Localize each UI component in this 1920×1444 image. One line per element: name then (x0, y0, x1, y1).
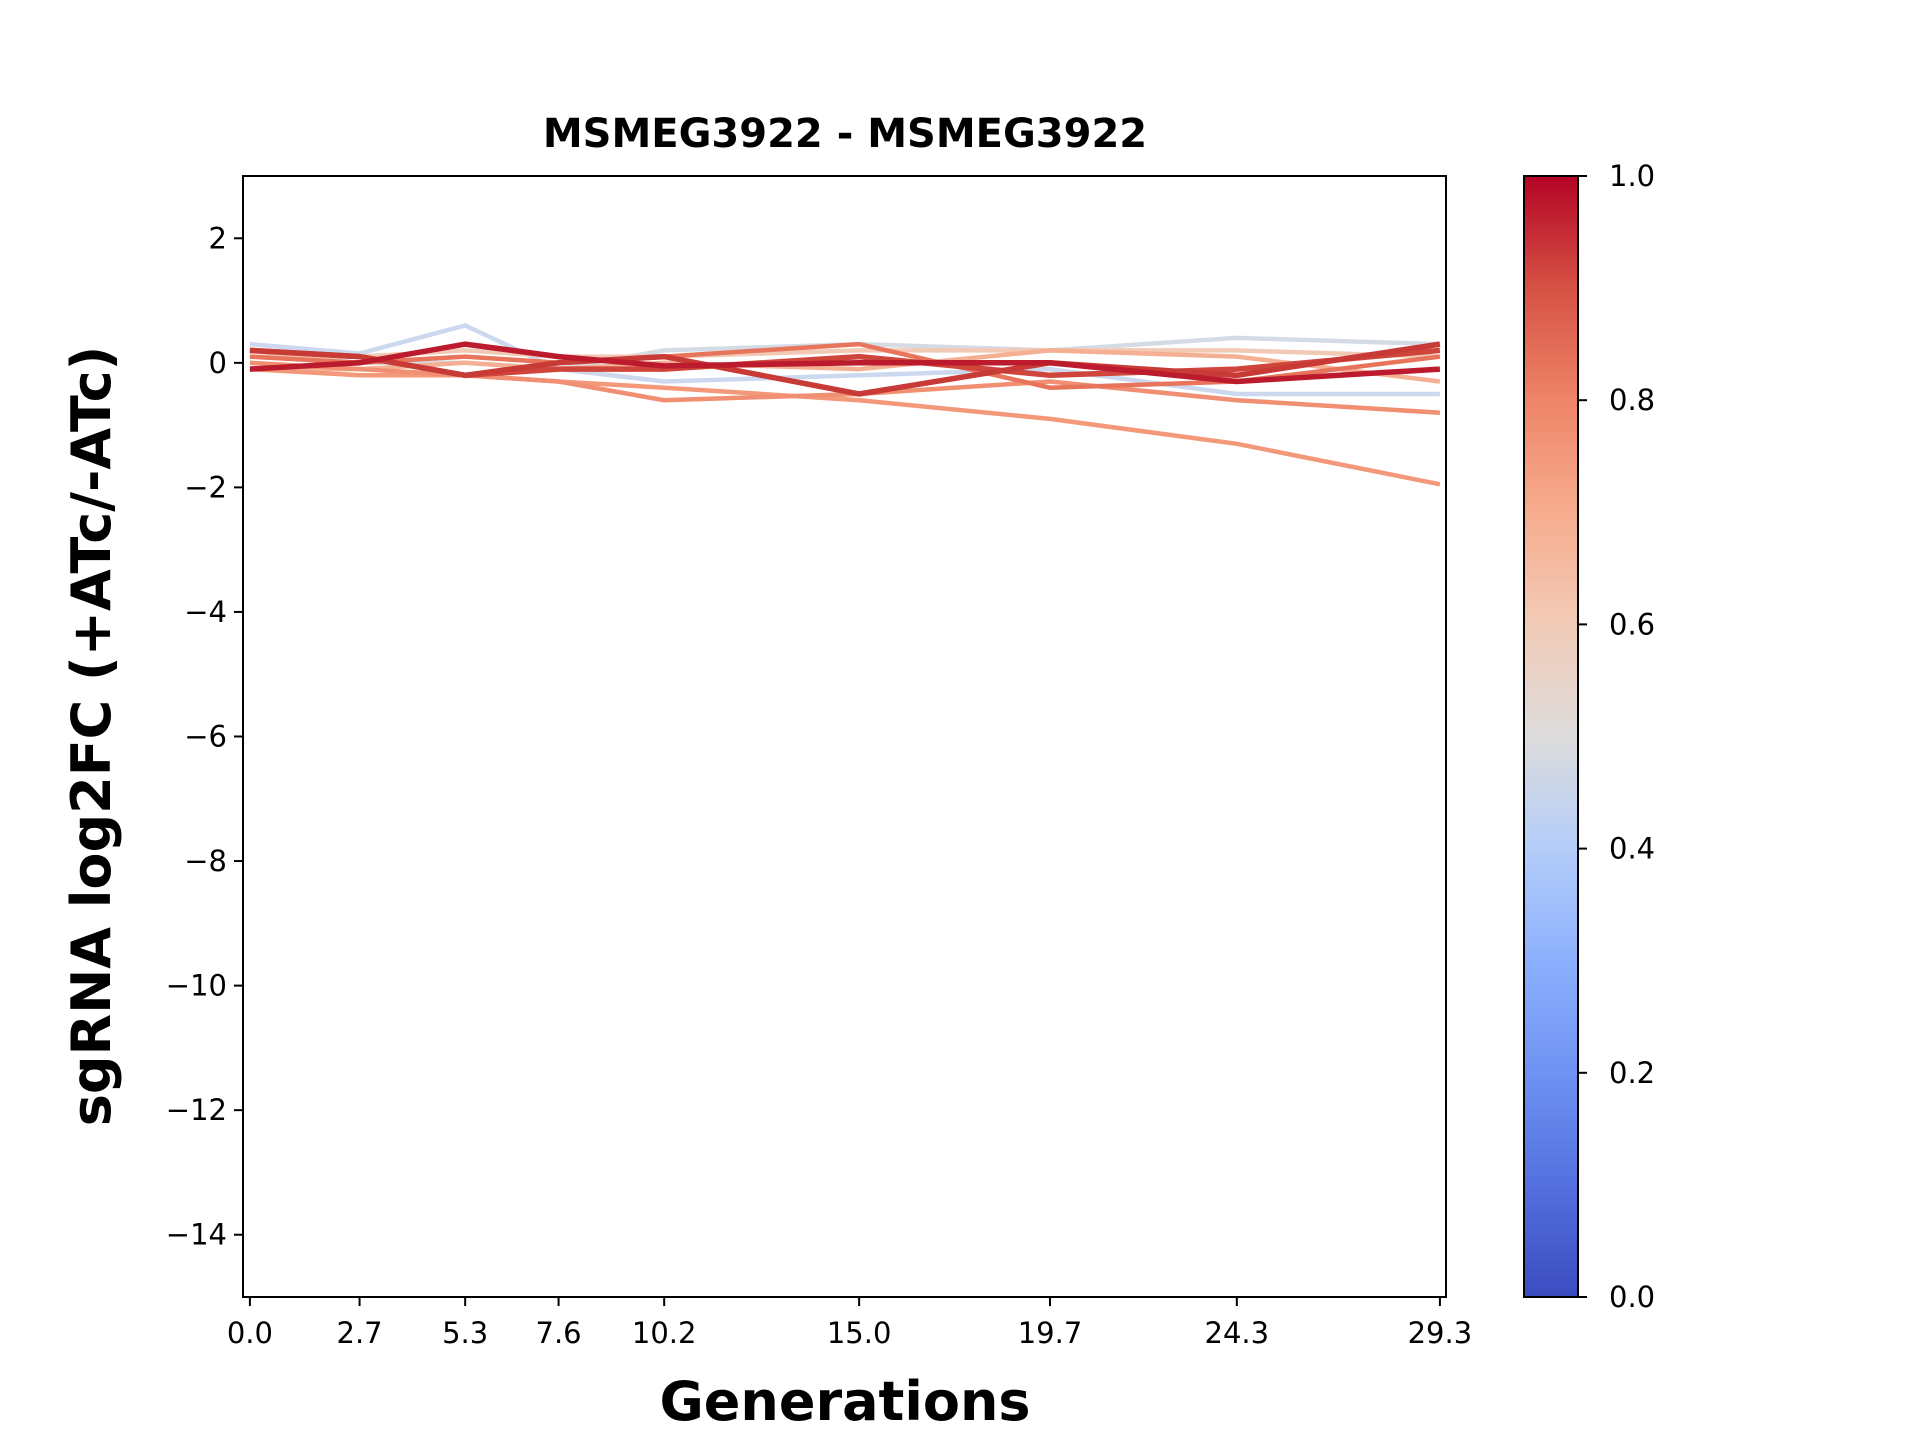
colorbar-tick-label: 0.4 (1609, 832, 1655, 866)
y-tick-label: −2 (184, 470, 227, 504)
x-axis: 0.0 2.7 5.3 7.6 10.2 15.0 19.7 24.3 29.3 (227, 1297, 1472, 1350)
y-tick-label: −4 (184, 595, 227, 629)
series-line-9 (249, 341, 1441, 385)
x-tick-label: 7.6 (536, 1316, 582, 1350)
x-tick-label: 2.7 (337, 1316, 383, 1350)
y-tick-label: −14 (166, 1218, 227, 1252)
x-tick-label: 5.3 (442, 1316, 488, 1350)
colorbar-axis: 0.0 0.2 0.4 0.6 0.8 1.0 (1578, 159, 1655, 1314)
colorbar-tick-label: 0.6 (1609, 607, 1655, 641)
x-axis-label: Generations (659, 1370, 1030, 1433)
y-tick-label: 0 (209, 346, 227, 380)
series-line-3 (249, 348, 1441, 384)
y-tick-label: −8 (184, 844, 227, 878)
y-tick-label: 2 (209, 221, 227, 255)
y-tick-label: −10 (166, 969, 227, 1003)
colorbar-tick-label: 0.2 (1609, 1056, 1655, 1090)
x-tick-label: 15.0 (827, 1316, 892, 1350)
colorbar-tick-label: 1.0 (1609, 159, 1655, 193)
y-tick-label: −12 (166, 1093, 227, 1127)
colorbar-tick-label: 0.8 (1609, 383, 1655, 417)
colorbar-tick-label: 0.0 (1609, 1280, 1655, 1314)
series-line-5 (249, 360, 1441, 415)
y-axis-label: sgRNA log2FC (+ATc/-ATc) (60, 346, 123, 1127)
x-tick-label: 29.3 (1408, 1316, 1473, 1350)
y-tick-label: −6 (184, 720, 227, 754)
x-tick-label: 10.2 (632, 1316, 697, 1350)
colorbar (1523, 175, 1579, 1298)
chart-title: MSMEG3922 - MSMEG3922 (543, 111, 1147, 157)
series-line-8 (249, 341, 1441, 397)
x-tick-label: 24.3 (1205, 1316, 1270, 1350)
y-axis: 2 0 −2 −4 −6 −8 −10 −12 −14 (166, 221, 243, 1252)
x-tick-label: 0.0 (227, 1316, 273, 1350)
series-line-4 (249, 366, 1441, 487)
x-tick-label: 19.7 (1018, 1316, 1083, 1350)
series-lines (249, 323, 1441, 487)
